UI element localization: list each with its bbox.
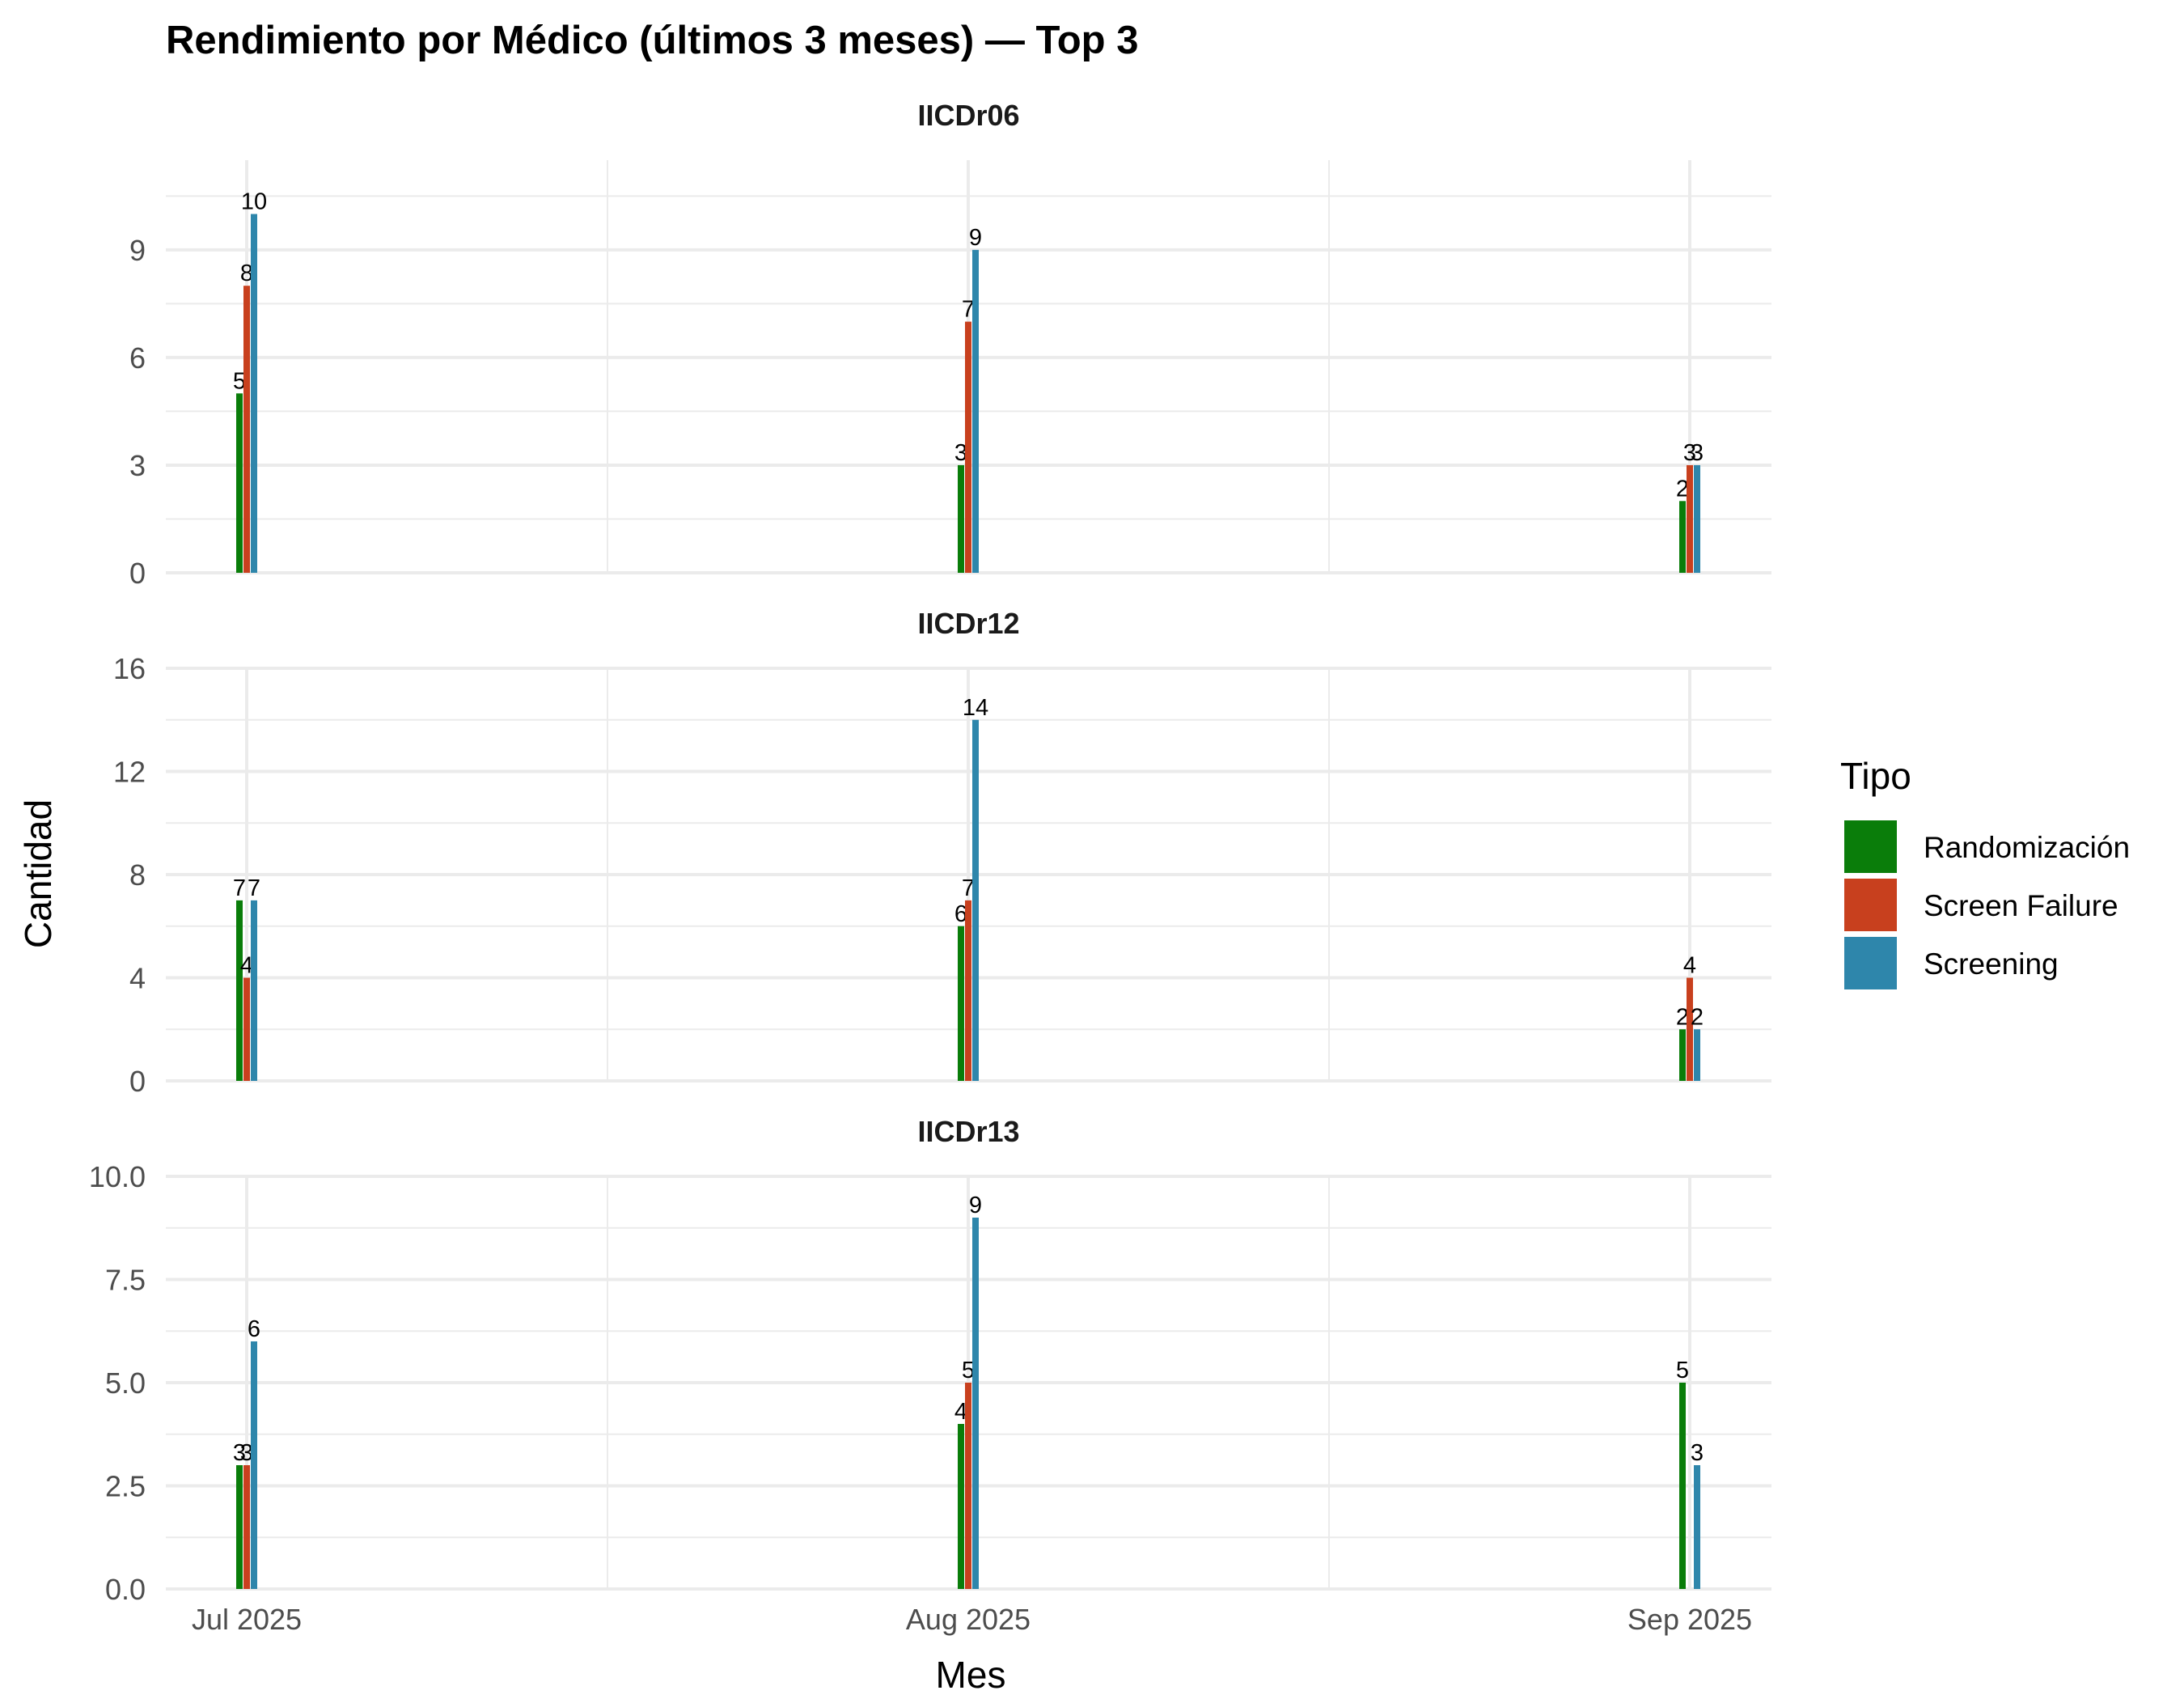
bar [965,1383,971,1589]
y-tick-label: 8 [129,858,146,892]
facet-strip-label: IICDr06 [917,99,1019,132]
bar-value-label: 6 [248,1316,260,1342]
bar [251,214,257,573]
bar [1679,1383,1686,1589]
x-tick-label: Aug 2025 [906,1603,1031,1636]
y-tick-label: 6 [129,341,146,375]
y-tick-label: 0 [129,557,146,590]
bar-value-label: 2 [1676,1004,1689,1030]
bar [965,900,971,1081]
bar-value-label: 3 [1691,440,1704,466]
legend-label: Screening [1924,947,2059,981]
bar-value-label: 9 [969,225,982,251]
y-tick-label: 16 [113,652,146,685]
bar [1694,1465,1700,1589]
bar-value-label: 3 [233,1440,246,1466]
bar [972,249,979,573]
bar [1694,1029,1700,1081]
facet-strip-label: IICDr12 [917,607,1019,640]
facet-strip-label: IICDr13 [917,1115,1019,1148]
y-tick-label: 2.5 [105,1470,146,1503]
y-tick-label: 5.0 [105,1366,146,1400]
bar [236,900,243,1081]
bar [1687,464,1693,573]
bar-value-label: 5 [1676,1358,1689,1383]
y-tick-label: 7.5 [105,1264,146,1297]
bar-value-label: 4 [954,1399,967,1425]
y-tick-label: 3 [129,449,146,482]
y-tick-label: 12 [113,756,146,789]
facet-panels: 0369IICDr0653287310930481216IICDr1276247… [89,99,1771,1606]
bar-value-label: 3 [1683,440,1696,466]
bar [1687,977,1693,1081]
legend-swatch [1844,820,1897,873]
legend-title: Tipo [1840,755,1911,797]
bar-value-label: 2 [1676,476,1689,502]
legend-swatch [1844,879,1897,931]
bar [958,1424,964,1589]
bar-value-label: 7 [962,297,975,323]
x-axis-title: Mes [936,1654,1006,1696]
bar-value-label: 8 [240,261,253,286]
bar [1679,1029,1686,1081]
bar [972,1218,979,1589]
bar-value-label: 2 [1691,1004,1704,1030]
bar-value-label: 5 [962,1358,975,1383]
bar [243,1465,250,1589]
bar [251,900,257,1081]
bar [236,393,243,573]
bar [251,1341,257,1589]
bar [965,321,971,573]
bar-value-label: 5 [233,368,246,394]
bar [958,464,964,573]
legend-label: Screen Failure [1924,889,2118,922]
bar-value-label: 10 [241,189,267,215]
chart-title: Rendimiento por Médico (últimos 3 meses)… [166,19,1138,62]
bar [1694,464,1700,573]
bar [243,977,250,1081]
bar [958,926,964,1081]
bar-value-label: 9 [969,1193,982,1218]
bar [236,1465,243,1589]
bar [1679,501,1686,573]
x-tick-label: Sep 2025 [1627,1603,1752,1636]
bar-value-label: 3 [240,1440,253,1466]
bar-value-label: 7 [248,875,260,901]
facet-panel-iicdr13: 0.0 2.5 5.0 7.5 10.0 IICDr13 3 4 5 3 5 6 9 3 [89,1115,1771,1606]
bar [972,719,979,1081]
bar-value-label: 3 [954,440,967,466]
x-tick-label: Jul 2025 [192,1603,302,1636]
legend-label: Randomización [1924,831,2130,864]
y-tick-label: 4 [129,962,146,995]
y-tick-label: 0 [129,1065,146,1098]
y-axis-title: Cantidad [17,799,59,948]
bar-value-label: 7 [962,875,975,901]
bar-value-label: 7 [233,875,246,901]
bar [243,286,250,573]
legend: Tipo Randomización Screen Failure Screenin… [1840,755,2130,989]
y-tick-label: 9 [129,234,146,267]
bar-value-label: 4 [240,953,253,979]
y-tick-label: 10.0 [89,1160,146,1193]
y-tick-label: 0.0 [105,1573,146,1606]
bar-value-label: 14 [963,695,988,721]
bar-value-label: 6 [954,901,967,927]
bar-value-label: 3 [1691,1440,1704,1466]
bar-value-label: 4 [1683,953,1696,979]
legend-swatch [1844,937,1897,989]
